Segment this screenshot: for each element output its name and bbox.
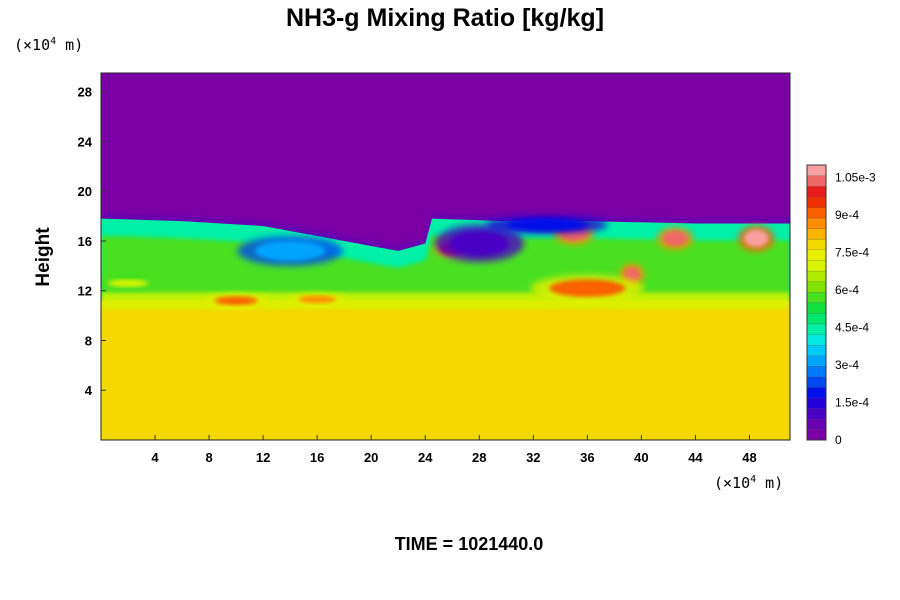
colorbar-swatch [806,312,827,325]
colorbar-swatch [806,429,827,441]
feature-11 [449,230,509,256]
x-tick-label: 4 [151,450,159,465]
colorbar-swatch [806,196,827,208]
feature-6 [623,267,641,283]
plot-frame [100,72,791,441]
colorbar-swatch [806,270,827,282]
feature-2 [298,295,337,304]
colorbar-swatch [806,291,827,303]
x-tick-label: 48 [742,450,756,465]
y-tick-label: 12 [78,284,92,299]
colorbar-swatch [806,365,827,377]
colorbar-swatch [806,418,827,430]
colorbar-swatch [806,260,827,272]
colorbar-ticks: 0 1.5e-4 3e-4 4.5e-4 6e-4 7.5e-4 9e-4 1.05e-3 [835,171,876,448]
colorbar-tick-label: 3e-4 [835,358,859,372]
feature-12 [506,218,588,231]
colorbar-swatch [806,302,827,314]
lower-region [101,300,790,440]
feature-3 [107,279,149,287]
colorbar-swatch [806,175,827,187]
colorbar-swatch [806,249,827,261]
feature-9 [549,279,626,297]
x-tick-label: 8 [205,450,212,465]
x-tick-label: 32 [526,450,540,465]
time-label: TIME = 1021440.0 [395,534,544,554]
y-tick-label: 24 [78,134,93,149]
colorbar-swatch [806,217,827,229]
chart-title: NH3-g Mixing Ratio [kg/kg] [286,4,604,32]
colorbar-swatch [806,164,827,177]
x-axis-unit: (×104 m) [714,474,783,492]
colorbar-swatch [806,344,827,356]
colorbar-tick-label: 0 [835,433,842,447]
colorbar-tick-label: 1.05e-3 [835,171,876,185]
colorbar [806,164,827,441]
colorbar-tick-label: 6e-4 [835,283,859,297]
colorbar-swatch [806,376,827,388]
colorbar-tick-label: 4.5e-4 [835,321,869,335]
y-axis-label: Height [33,227,54,287]
x-tick-label: 16 [310,450,324,465]
colorbar-swatch [806,323,827,335]
y-axis: 4 8 12 16 20 24 28 [78,85,106,398]
x-tick-label: 12 [256,450,270,465]
x-tick-label: 24 [418,450,433,465]
x-axis: 4 8 12 16 20 24 28 32 36 40 44 48 [151,435,757,465]
y-tick-label: 16 [78,234,92,249]
feature-10 [255,240,326,261]
x-tick-label: 40 [634,450,648,465]
colorbar-tick-label: 1.5e-4 [835,396,869,410]
colorbar-tick-label: 9e-4 [835,208,859,222]
feature-1 [214,296,258,306]
colorbar-swatch [806,281,827,293]
colorbar-swatch [806,238,827,251]
x-tick-label: 36 [580,450,594,465]
feature-7 [663,230,688,246]
feature-8 [744,229,769,248]
colorbar-frame [806,164,827,441]
y-axis-unit: (×104 m) [14,36,83,54]
colorbar-swatch [806,355,827,367]
y-tick-label: 4 [85,383,93,398]
colorbar-swatch [806,397,827,409]
colorbar-swatch [806,186,827,198]
x-tick-label: 28 [472,450,486,465]
colorbar-swatch [806,408,827,420]
heatmap-field [101,73,790,440]
y-tick-label: 8 [85,333,92,348]
y-tick-label: 28 [78,85,92,100]
colorbar-tick-label: 7.5e-4 [835,246,869,260]
y-tick-label: 20 [78,184,92,199]
colorbar-swatch [806,228,827,240]
x-tick-label: 44 [688,450,703,465]
colorbar-swatch [806,334,827,346]
colorbar-swatch [806,386,827,399]
x-tick-label: 20 [364,450,378,465]
colorbar-swatch [806,207,827,219]
